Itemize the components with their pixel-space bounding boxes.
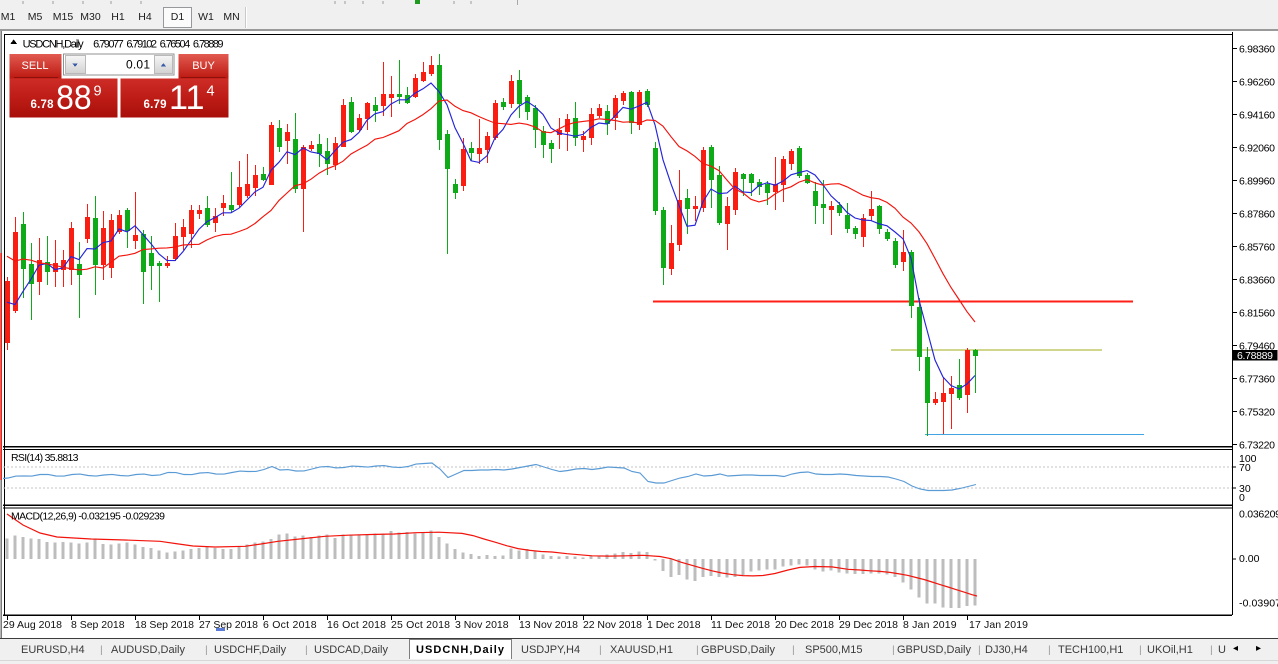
svg-text:MACD(12,26,9) -0.032195 -0.029: MACD(12,26,9) -0.032195 -0.029239 <box>11 511 165 523</box>
svg-text:9: 9 <box>94 83 102 99</box>
svg-text:25 Oct 2018: 25 Oct 2018 <box>391 619 450 631</box>
svg-text:30: 30 <box>1239 483 1251 495</box>
svg-text:100: 100 <box>1239 453 1257 465</box>
svg-text:6.78: 6.78 <box>31 99 55 111</box>
svg-text:13 Nov 2018: 13 Nov 2018 <box>519 619 578 631</box>
svg-text:16 Oct 2018: 16 Oct 2018 <box>327 619 386 631</box>
svg-text:88: 88 <box>56 79 92 117</box>
svg-text:0.00: 0.00 <box>1239 553 1260 565</box>
svg-text:SELL: SELL <box>22 60 49 72</box>
svg-text:USDCNH,Daily: USDCNH,Daily <box>23 39 85 51</box>
svg-text:-0.03907: -0.03907 <box>1239 598 1278 610</box>
svg-text:6.89960: 6.89960 <box>1239 175 1275 187</box>
svg-text:6.87860: 6.87860 <box>1239 208 1275 220</box>
svg-text:6.73220: 6.73220 <box>1239 439 1275 451</box>
svg-text:6.98360: 6.98360 <box>1239 43 1275 55</box>
svg-text:1 Dec 2018: 1 Dec 2018 <box>647 619 701 631</box>
svg-text:6.81560: 6.81560 <box>1239 307 1275 319</box>
svg-text:BUY: BUY <box>192 60 215 72</box>
svg-text:6.76504: 6.76504 <box>160 39 191 51</box>
svg-text:6.85760: 6.85760 <box>1239 241 1275 253</box>
svg-text:8 Sep 2018: 8 Sep 2018 <box>71 619 125 631</box>
svg-text:29 Aug 2018: 29 Aug 2018 <box>3 619 62 631</box>
svg-text:29 Dec 2018: 29 Dec 2018 <box>839 619 898 631</box>
svg-text:6.83660: 6.83660 <box>1239 274 1275 286</box>
svg-text:11: 11 <box>169 79 205 117</box>
svg-text:18 Sep 2018: 18 Sep 2018 <box>135 619 194 631</box>
svg-text:0: 0 <box>1239 492 1245 504</box>
svg-text:6.92060: 6.92060 <box>1239 142 1275 154</box>
svg-text:6.79460: 6.79460 <box>1239 340 1275 352</box>
svg-text:6.79: 6.79 <box>144 99 167 111</box>
svg-text:RSI(14) 35.8813: RSI(14) 35.8813 <box>11 452 79 464</box>
svg-text:6.79077: 6.79077 <box>93 39 124 51</box>
svg-text:0.01: 0.01 <box>126 58 150 72</box>
svg-text:6.94160: 6.94160 <box>1239 109 1275 121</box>
svg-text:6.77360: 6.77360 <box>1239 373 1275 385</box>
svg-text:8 Jan 2019: 8 Jan 2019 <box>903 619 957 631</box>
svg-text:17 Jan 2019: 17 Jan 2019 <box>969 619 1028 631</box>
svg-text:6 Oct 2018: 6 Oct 2018 <box>263 619 317 631</box>
svg-text:70: 70 <box>1239 462 1251 474</box>
svg-text:6.78889: 6.78889 <box>1237 350 1273 362</box>
svg-text:3 Nov 2018: 3 Nov 2018 <box>455 619 509 631</box>
svg-text:27 Sep 2018: 27 Sep 2018 <box>199 619 258 631</box>
svg-text:6.75320: 6.75320 <box>1239 406 1275 418</box>
svg-text:0.036209: 0.036209 <box>1239 509 1278 521</box>
svg-text:22 Nov 2018: 22 Nov 2018 <box>583 619 642 631</box>
svg-text:USDCNH,Daily: USDCNH,Daily <box>416 644 505 656</box>
svg-text:20 Dec 2018: 20 Dec 2018 <box>775 619 834 631</box>
svg-text:6.79102: 6.79102 <box>126 39 157 51</box>
svg-text:6.96260: 6.96260 <box>1239 76 1275 88</box>
svg-text:11 Dec 2018: 11 Dec 2018 <box>711 619 770 631</box>
svg-text:6.78889: 6.78889 <box>193 39 224 51</box>
svg-text:4: 4 <box>207 83 215 99</box>
